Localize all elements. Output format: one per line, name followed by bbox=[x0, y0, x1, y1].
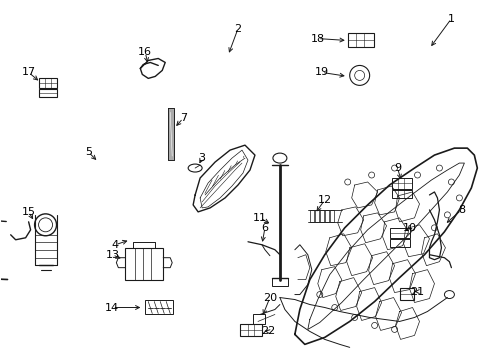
Text: 7: 7 bbox=[179, 113, 186, 123]
Bar bbox=[347, 32, 373, 46]
Bar bbox=[271, 278, 287, 285]
Text: 10: 10 bbox=[402, 223, 416, 233]
Text: 6: 6 bbox=[261, 223, 268, 233]
Text: 15: 15 bbox=[21, 207, 36, 217]
Bar bbox=[168, 108, 174, 160]
Text: 5: 5 bbox=[85, 147, 92, 157]
Text: 11: 11 bbox=[252, 213, 266, 223]
Bar bbox=[391, 190, 411, 198]
Text: 22: 22 bbox=[260, 327, 274, 336]
Text: 18: 18 bbox=[310, 33, 324, 44]
Text: 19: 19 bbox=[314, 67, 328, 77]
Bar bbox=[324, 210, 328, 222]
Text: 13: 13 bbox=[105, 250, 119, 260]
Bar bbox=[240, 324, 262, 336]
Bar bbox=[39, 78, 57, 88]
Bar bbox=[125, 248, 163, 280]
Text: 2: 2 bbox=[234, 24, 241, 33]
Bar bbox=[319, 210, 323, 222]
Bar bbox=[389, 228, 408, 238]
Text: 14: 14 bbox=[105, 302, 119, 312]
Bar bbox=[252, 315, 264, 324]
Bar bbox=[391, 178, 411, 189]
Text: 8: 8 bbox=[457, 205, 464, 215]
Bar bbox=[39, 89, 57, 97]
Text: 20: 20 bbox=[263, 293, 276, 302]
Bar bbox=[389, 239, 408, 247]
Bar bbox=[399, 288, 413, 300]
Text: 12: 12 bbox=[317, 195, 331, 205]
Text: 17: 17 bbox=[21, 67, 36, 77]
Text: 16: 16 bbox=[138, 48, 152, 58]
Text: 9: 9 bbox=[393, 163, 400, 173]
Text: 21: 21 bbox=[409, 287, 424, 297]
Bar bbox=[329, 210, 333, 222]
Bar bbox=[314, 210, 318, 222]
Bar bbox=[145, 300, 173, 315]
Bar bbox=[309, 210, 313, 222]
Text: 3: 3 bbox=[198, 153, 205, 163]
Text: 1: 1 bbox=[447, 14, 454, 24]
Text: 4: 4 bbox=[112, 240, 119, 250]
